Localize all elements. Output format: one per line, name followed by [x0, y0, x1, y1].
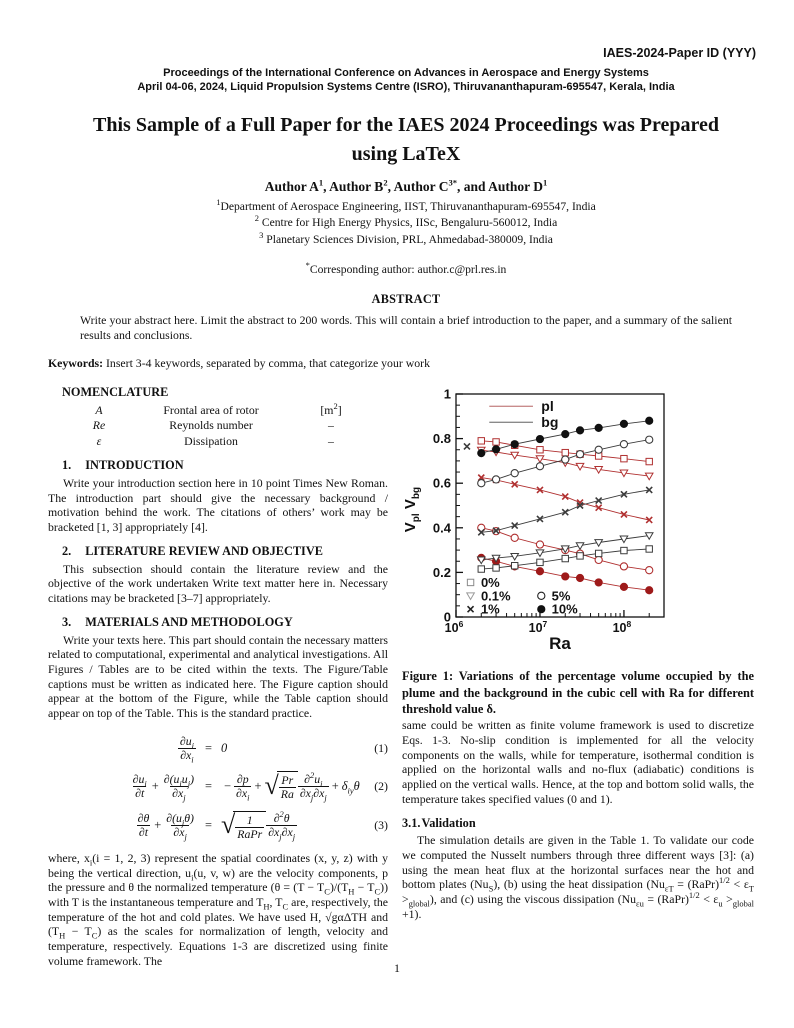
nomenclature-symbol: A	[95, 402, 103, 417]
svg-text:bg: bg	[541, 414, 558, 430]
right-column: 0 0.2 0.4 0.6 0.8 1 106 107 108 Ra Vpl Vbg pl bg 0% 0.…	[402, 385, 754, 972]
svg-text:107: 107	[529, 619, 548, 635]
paper-title: This Sample of a Full Paper for the IAES…	[93, 113, 719, 165]
section-3-1-heading: 3.1.Validation	[402, 816, 754, 831]
nomenclature-unit: [m2]	[320, 401, 342, 417]
left-column: NOMENCLATURE A Frontal area of rotor [m2…	[48, 385, 388, 972]
nomenclature-heading: NOMENCLATURE	[62, 384, 169, 399]
nomenclature-unit: –	[328, 433, 334, 448]
abstract-heading: ABSTRACT	[371, 291, 441, 306]
section-number: 3.	[62, 614, 72, 629]
authors-line: Author A1, Author B2, Author C3*, and Au…	[264, 177, 548, 194]
equation: ∂ui ∂t + ∂(uiuj) ∂xj = − ∂p ∂xi + √ Pr Ra ∂2ui ∂xj∂xj +…	[132, 769, 388, 803]
validation-paragraph: The simulation details are given in the …	[402, 833, 754, 921]
affiliation-3: 3 Planetary Sciences Division, PRL, Ahme…	[259, 230, 553, 247]
svg-text:106: 106	[445, 619, 464, 635]
equation: ∂θ ∂t + ∂(ujθ) ∂xj = √ 1 RaPr ∂2θ ∂xj∂xj (3)	[136, 809, 388, 842]
subsection-number: 3.1.	[402, 816, 421, 831]
affiliation-2: 2 Centre for High Energy Physics, IISc, …	[254, 213, 558, 230]
section-title: MATERIALS AND METHODOLOGY	[85, 614, 293, 629]
section-3-paragraph: Write your texts here. This part should …	[48, 632, 388, 721]
figure-1: 0 0.2 0.4 0.6 0.8 1 106 107 108 Ra Vpl Vbg pl bg 0% 0.…	[402, 386, 754, 654]
svg-text:0.6: 0.6	[433, 476, 451, 491]
svg-text:0.4: 0.4	[433, 520, 452, 535]
section-1-heading: 1. INTRODUCTION	[48, 458, 388, 473]
section-number: 1.	[62, 457, 72, 472]
subsection-title: Validation	[421, 816, 476, 831]
corresponding-author: *Corresponding author: author.c@prl.res.…	[305, 260, 507, 276]
nomenclature-symbol: Re	[92, 418, 106, 433]
section-3-heading: 3. MATERIALS AND METHODOLOGY	[48, 615, 388, 630]
svg-text:0.2: 0.2	[433, 565, 451, 580]
svg-text:1: 1	[444, 387, 451, 402]
svg-text:0.1%: 0.1%	[481, 588, 511, 603]
section-title: INTRODUCTION	[85, 457, 184, 472]
nomenclature-symbol: ε	[96, 433, 102, 448]
y-axis-label: Vpl Vbg	[402, 487, 422, 532]
affiliation-1: 1Department of Aerospace Engineering, II…	[216, 196, 596, 213]
svg-text:0%: 0%	[481, 575, 500, 590]
figure-1-caption: Figure 1: Variations of the percentage v…	[402, 668, 754, 717]
paper-id: IAES-2024-Paper ID (YYY)	[603, 46, 756, 60]
nomenclature-desc: Frontal area of rotor	[163, 402, 259, 417]
nomenclature-unit: –	[328, 418, 334, 433]
proceedings-line-1: Proceedings of the International Confere…	[163, 67, 649, 79]
equation: ∂ui ∂xi = 0 (1)	[178, 733, 388, 765]
section-1-paragraph: Write your introduction section here in …	[48, 475, 388, 534]
svg-text:pl: pl	[541, 398, 553, 414]
keywords-text: Insert 3-4 keywords, separated by comma,…	[103, 355, 430, 370]
section-2-paragraph: This subsection should contain the liter…	[48, 561, 388, 605]
svg-text:5%: 5%	[552, 588, 571, 603]
keywords-label: Keywords:	[48, 355, 104, 370]
svg-text:0: 0	[444, 609, 451, 624]
svg-text:0.8: 0.8	[433, 431, 451, 446]
where-paragraph: where, xi(i = 1, 2, 3) represent the spa…	[48, 850, 389, 968]
nomenclature-table: A Frontal area of rotor [m2] Re Reynolds…	[76, 401, 388, 449]
equation-block: ∂ui ∂xi = 0 (1) ∂ui ∂t + ∂(uiuj) ∂xj = − ∂p ∂xi + √ Pr Ra…	[48, 733, 388, 842]
nomenclature-desc: Reynolds number	[169, 418, 253, 433]
section-title: LITERATURE REVIEW AND OBJECTIVE	[85, 543, 323, 558]
nomenclature-desc: Dissipation	[184, 433, 238, 448]
keywords-line: Keywords: Insert 3-4 keywords, separated…	[48, 356, 756, 371]
page-number: 1	[394, 961, 400, 975]
abstract-text: Write your abstract here. Limit the abst…	[80, 312, 732, 343]
proceedings-line-2: April 04-06, 2024, Liquid Propulsion Sys…	[137, 81, 675, 94]
svg-text:108: 108	[613, 619, 632, 635]
right-paragraph-1: same could be written as finite volume f…	[402, 718, 754, 806]
svg-text:10%: 10%	[552, 602, 578, 617]
two-column-body: NOMENCLATURE A Frontal area of rotor [m2…	[48, 385, 756, 972]
x-axis-label: Ra	[549, 634, 571, 649]
svg-text:1%: 1%	[481, 602, 500, 617]
section-number: 2.	[62, 543, 72, 558]
section-2-heading: 2. LITERATURE REVIEW AND OBJECTIVE	[48, 544, 388, 559]
